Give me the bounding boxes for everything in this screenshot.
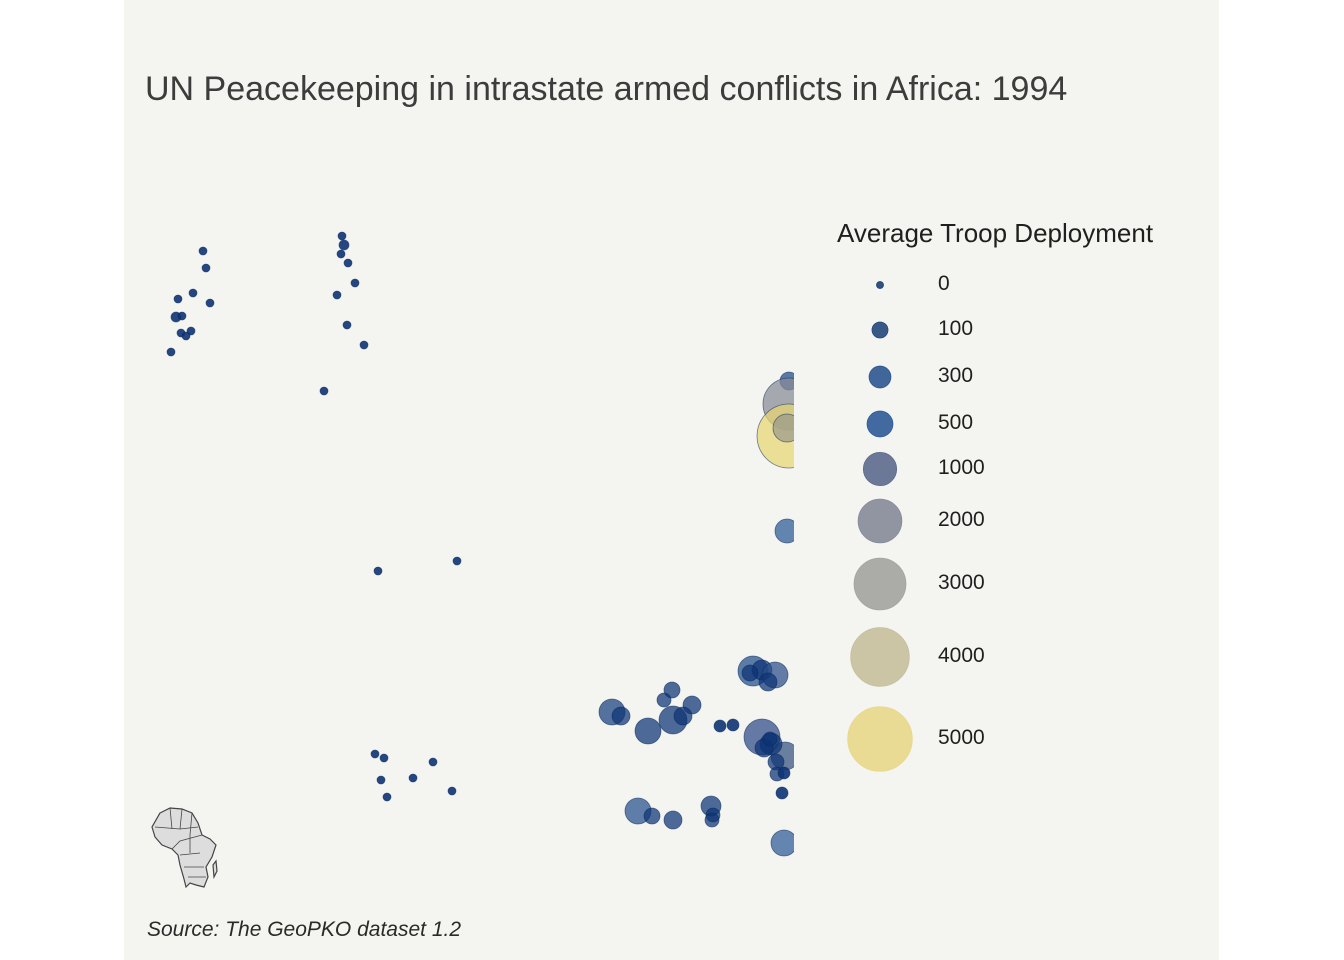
- deployment-point: [376, 775, 386, 785]
- legend-label-0: 0: [938, 272, 950, 295]
- deployment-point: [177, 311, 187, 321]
- legend-label-2000: 2000: [938, 508, 985, 531]
- deployment-point: [173, 294, 183, 304]
- legend-label-100: 100: [938, 317, 974, 340]
- deployment-point: [166, 347, 176, 357]
- deployment-point: [188, 288, 198, 298]
- legend-title: Average Troop Deployment: [837, 218, 1154, 248]
- deployment-point: [770, 829, 794, 857]
- deployment-point: [201, 263, 211, 273]
- deployment-point: [741, 664, 759, 682]
- legend-key-500: [866, 410, 894, 438]
- deployment-point: [336, 249, 346, 259]
- legend-label-3000: 3000: [938, 571, 985, 594]
- deployment-point: [379, 753, 389, 763]
- legend-key-2000: [857, 498, 903, 544]
- deployment-point: [775, 786, 789, 800]
- africa-inset-icon: [151, 807, 218, 889]
- deployment-point: [370, 749, 380, 759]
- deployment-point: [338, 239, 350, 251]
- deployment-point: [319, 386, 329, 396]
- deployment-point: [611, 706, 631, 726]
- legend-key-3000: [853, 557, 907, 611]
- legend-key-300: [868, 365, 892, 389]
- deployment-point: [673, 706, 693, 726]
- legend-key-100: [871, 321, 889, 339]
- legend-label-300: 300: [938, 364, 974, 387]
- plot-panel: [124, 0, 1219, 960]
- legend-label-500: 500: [938, 411, 974, 434]
- source-caption: Source: The GeoPKO dataset 1.2: [147, 918, 462, 941]
- legend-key-4000: [850, 627, 910, 687]
- deployment-point: [777, 766, 791, 780]
- deployment-point: [452, 556, 462, 566]
- deployment-point: [343, 258, 353, 268]
- deployment-point: [726, 718, 740, 732]
- deployment-point: [447, 786, 457, 796]
- deployment-point: [205, 298, 215, 308]
- deployment-point: [342, 320, 352, 330]
- deployment-point: [704, 812, 720, 828]
- deployment-point: [634, 717, 662, 745]
- deployment-point: [643, 807, 661, 825]
- deployment-point: [713, 719, 727, 733]
- deployment-point: [332, 290, 342, 300]
- deployment-point: [656, 692, 672, 708]
- legend-key-0: [876, 281, 884, 289]
- legend-key-5000: [847, 706, 913, 772]
- deployment-point: [373, 566, 383, 576]
- legend-label-5000: 5000: [938, 726, 985, 749]
- deployment-point: [762, 731, 778, 747]
- deployment-point: [350, 278, 360, 288]
- deployment-point: [337, 231, 347, 241]
- legend-keys: [847, 281, 913, 772]
- map-title: UN Peacekeeping in intrastate armed conf…: [145, 70, 1068, 108]
- deployment-point: [774, 518, 794, 544]
- legend-label-1000: 1000: [938, 456, 985, 479]
- deployment-point: [359, 340, 369, 350]
- deployment-point: [181, 331, 191, 341]
- deployment-point: [663, 810, 683, 830]
- legend-key-1000: [862, 451, 898, 487]
- deployment-point: [382, 792, 392, 802]
- deployment-point: [772, 413, 794, 443]
- deployment-point: [758, 672, 778, 692]
- deployment-point: [198, 246, 208, 256]
- deployment-points: [166, 231, 794, 857]
- legend-label-4000: 4000: [938, 644, 985, 667]
- deployment-point: [428, 757, 438, 767]
- deployment-point: [408, 773, 418, 783]
